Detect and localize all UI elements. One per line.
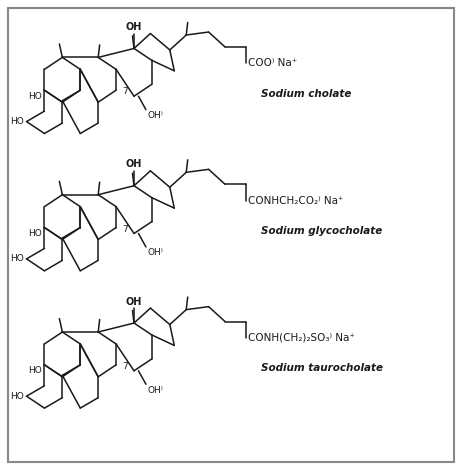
Text: OH: OH <box>126 297 142 306</box>
Text: HO: HO <box>11 117 24 126</box>
Text: 7: 7 <box>122 225 128 234</box>
Text: OH⁾: OH⁾ <box>147 386 163 395</box>
Bar <box>8 8 454 462</box>
Text: 7: 7 <box>122 87 128 96</box>
Text: HO: HO <box>11 254 24 263</box>
Text: OH: OH <box>126 22 142 32</box>
Text: COO⁾ Na⁺: COO⁾ Na⁺ <box>248 58 298 68</box>
Text: Sodium taurocholate: Sodium taurocholate <box>261 363 383 373</box>
Text: OH: OH <box>126 159 142 169</box>
Text: HO: HO <box>28 366 42 376</box>
Text: HO: HO <box>11 392 24 401</box>
Text: Sodium glycocholate: Sodium glycocholate <box>261 226 382 236</box>
Text: CONH(CH₂)₂SO₃⁾ Na⁺: CONH(CH₂)₂SO₃⁾ Na⁺ <box>248 333 355 343</box>
Text: HO: HO <box>28 229 42 238</box>
Text: OH⁾: OH⁾ <box>147 249 163 258</box>
Text: OH⁾: OH⁾ <box>147 111 163 120</box>
Text: 7: 7 <box>122 362 128 371</box>
Text: HO: HO <box>28 92 42 101</box>
Text: CONHCH₂CO₂⁾ Na⁺: CONHCH₂CO₂⁾ Na⁺ <box>248 196 344 206</box>
Text: Sodium cholate: Sodium cholate <box>261 89 351 99</box>
